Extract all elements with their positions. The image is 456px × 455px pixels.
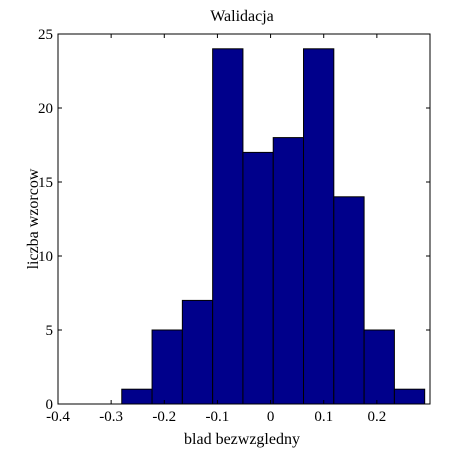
y-tick-label: 0 [46, 397, 54, 413]
x-tick-label: 0.2 [367, 409, 386, 425]
y-tick-label: 20 [38, 101, 53, 117]
histogram-bar [272, 137, 305, 405]
y-tick-label: 5 [46, 323, 54, 339]
bars-group [121, 48, 426, 405]
plot-area-frame [57, 33, 431, 405]
histogram-bar [303, 48, 335, 405]
histogram-bar [333, 196, 365, 405]
x-tick-label: 0.1 [314, 409, 333, 425]
x-tick-label: 0 [267, 409, 275, 425]
histogram-bar [121, 388, 153, 405]
x-axis-label: blad bezwzgledny [184, 431, 300, 448]
histogram-bar [181, 299, 214, 405]
histogram-bar [363, 329, 395, 405]
histogram-bar [242, 151, 274, 405]
y-tick-label: 15 [38, 175, 53, 191]
y-axis-label: liczba wzorcow [25, 168, 42, 269]
histogram-bar [393, 388, 426, 405]
y-tick-label: 25 [38, 27, 53, 43]
x-tick-label: -0.1 [206, 409, 230, 425]
chart-title: Walidacja [210, 8, 274, 25]
histogram-bar [212, 48, 244, 405]
x-tick-label: -0.4 [46, 409, 70, 425]
y-tick-label: 10 [38, 249, 53, 265]
x-tick-label: -0.2 [152, 409, 176, 425]
axis-ticks: -0.4 -0.3 -0.2 -0.1 0 0.1 0.2 0 5 10 15 20 25 [38, 27, 430, 425]
x-tick-label: -0.3 [99, 409, 123, 425]
histogram-bar [151, 329, 183, 405]
